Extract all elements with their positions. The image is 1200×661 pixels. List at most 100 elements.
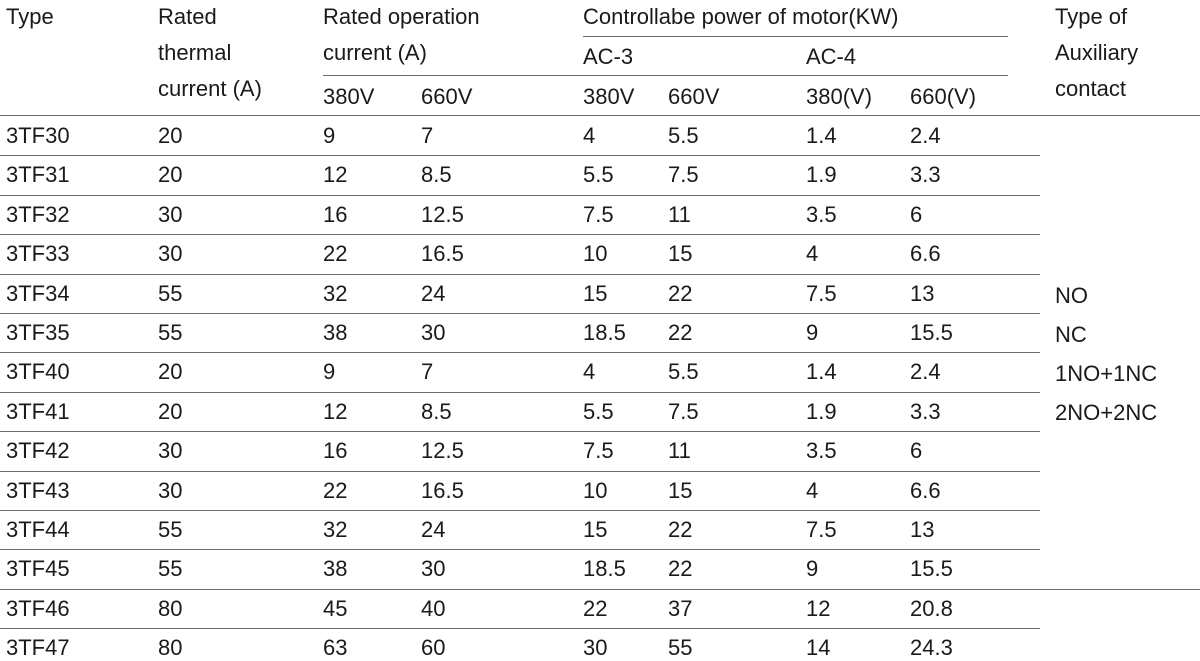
cell-ac3-380v: 7.5 xyxy=(583,438,614,464)
cell-type: 3TF34 xyxy=(6,280,70,306)
row-divider xyxy=(0,589,1200,590)
cell-ac4-660v: 24.3 xyxy=(910,635,953,661)
row-divider xyxy=(0,234,1040,235)
cell-op-current-660v: 60 xyxy=(421,635,446,661)
rule-operation-sub xyxy=(323,75,1008,76)
row-divider xyxy=(0,628,1040,629)
header-ac4-380v: 380(V) xyxy=(806,84,873,109)
cell-type: 3TF43 xyxy=(6,477,70,503)
cell-ac3-660v: 22 xyxy=(668,280,693,306)
cell-op-current-380v: 16 xyxy=(323,438,348,464)
cell-type: 3TF31 xyxy=(6,162,70,188)
cell-ac4-660v: 13 xyxy=(910,280,935,306)
cell-op-current-380v: 12 xyxy=(323,398,348,424)
cell-op-current-660v: 24 xyxy=(421,280,446,306)
cell-ac4-660v: 3.3 xyxy=(910,398,941,424)
cell-ac3-380v: 5.5 xyxy=(583,398,614,424)
cell-ac4-380v: 12 xyxy=(806,595,831,621)
cell-type: 3TF42 xyxy=(6,438,70,464)
cell-type: 3TF45 xyxy=(6,556,70,582)
row-divider xyxy=(0,313,1040,314)
cell-ac4-380v: 4 xyxy=(806,477,819,503)
cell-ac3-660v: 7.5 xyxy=(668,398,699,424)
header-operation-660v: 660V xyxy=(421,84,473,109)
cell-ac3-660v: 55 xyxy=(668,635,693,661)
cell-thermal-current: 20 xyxy=(158,359,183,385)
cell-ac3-380v: 4 xyxy=(583,123,596,148)
row-divider xyxy=(0,392,1040,393)
cell-ac3-660v: 5.5 xyxy=(668,359,699,385)
header-aux-line3: contact xyxy=(1055,76,1126,101)
cell-ac3-380v: 18.5 xyxy=(583,556,626,582)
cell-op-current-380v: 9 xyxy=(323,359,336,385)
row-divider xyxy=(0,510,1040,511)
cell-ac3-660v: 11 xyxy=(668,201,691,227)
cell-op-current-660v: 7 xyxy=(421,123,434,148)
cell-ac4-660v: 6.6 xyxy=(910,241,941,267)
cell-thermal-current: 30 xyxy=(158,438,183,464)
cell-type: 3TF44 xyxy=(6,517,70,542)
cell-ac3-660v: 5.5 xyxy=(668,123,699,148)
cell-op-current-660v: 30 xyxy=(421,556,446,582)
cell-op-current-660v: 12.5 xyxy=(421,438,464,464)
cell-ac4-660v: 6 xyxy=(910,201,923,227)
cell-op-current-660v: 16.5 xyxy=(421,241,464,267)
cell-ac3-380v: 5.5 xyxy=(583,162,614,188)
row-divider xyxy=(0,195,1040,196)
cell-type: 3TF41 xyxy=(6,398,70,424)
header-ac3-660v: 660V xyxy=(668,84,720,109)
cell-op-current-660v: 40 xyxy=(421,595,446,621)
row-divider xyxy=(0,352,1040,353)
cell-op-current-660v: 24 xyxy=(421,517,446,542)
cell-ac4-380v: 7.5 xyxy=(806,280,837,306)
cell-thermal-current: 30 xyxy=(158,241,183,267)
cell-op-current-380v: 12 xyxy=(323,162,348,188)
cell-ac3-660v: 22 xyxy=(668,517,693,542)
cell-ac3-660v: 11 xyxy=(668,438,691,464)
cell-ac3-660v: 15 xyxy=(668,241,693,267)
cell-op-current-660v: 8.5 xyxy=(421,162,452,188)
cell-ac3-380v: 15 xyxy=(583,517,608,542)
cell-op-current-660v: 7 xyxy=(421,359,434,385)
cell-ac4-660v: 3.3 xyxy=(910,162,941,188)
cell-op-current-660v: 30 xyxy=(421,320,446,345)
cell-op-current-380v: 22 xyxy=(323,477,348,503)
header-operation-line1: Rated operation xyxy=(323,4,480,29)
aux-value: 2NO+2NC xyxy=(1055,400,1158,425)
header-ac4-660v: 660(V) xyxy=(910,84,977,109)
cell-ac4-660v: 15.5 xyxy=(910,556,953,582)
header-operation-380v: 380V xyxy=(323,84,375,109)
cell-ac4-660v: 15.5 xyxy=(910,320,953,345)
row-divider xyxy=(0,274,1040,275)
cell-ac3-380v: 18.5 xyxy=(583,320,626,345)
row-divider xyxy=(0,155,1040,156)
header-thermal-line2: thermal xyxy=(158,40,232,65)
cell-op-current-380v: 63 xyxy=(323,635,348,661)
header-operation-line2: current (A) xyxy=(323,40,427,65)
cell-type: 3TF35 xyxy=(6,320,70,345)
cell-type: 3TF46 xyxy=(6,595,70,621)
cell-ac3-380v: 7.5 xyxy=(583,201,614,227)
cell-ac4-380v: 7.5 xyxy=(806,517,837,542)
cell-thermal-current: 55 xyxy=(158,517,183,542)
cell-ac4-660v: 2.4 xyxy=(910,123,941,148)
cell-op-current-660v: 12.5 xyxy=(421,201,464,227)
cell-thermal-current: 20 xyxy=(158,123,183,148)
cell-type: 3TF32 xyxy=(6,201,70,227)
cell-op-current-380v: 38 xyxy=(323,556,348,582)
cell-ac4-380v: 9 xyxy=(806,320,819,345)
cell-ac4-380v: 14 xyxy=(806,635,831,661)
cell-type: 3TF40 xyxy=(6,359,70,385)
header-type: Type xyxy=(6,4,54,29)
cell-ac3-380v: 4 xyxy=(583,359,596,385)
cell-ac3-380v: 22 xyxy=(583,595,608,621)
cell-type: 3TF47 xyxy=(6,635,70,661)
cell-ac4-660v: 6 xyxy=(910,438,923,464)
cell-thermal-current: 20 xyxy=(158,398,183,424)
cell-ac3-380v: 30 xyxy=(583,635,608,661)
cell-type: 3TF33 xyxy=(6,241,70,267)
cell-ac3-660v: 7.5 xyxy=(668,162,699,188)
cell-ac4-380v: 9 xyxy=(806,556,819,582)
cell-ac4-660v: 6.6 xyxy=(910,477,941,503)
cell-ac4-380v: 1.4 xyxy=(806,123,837,148)
